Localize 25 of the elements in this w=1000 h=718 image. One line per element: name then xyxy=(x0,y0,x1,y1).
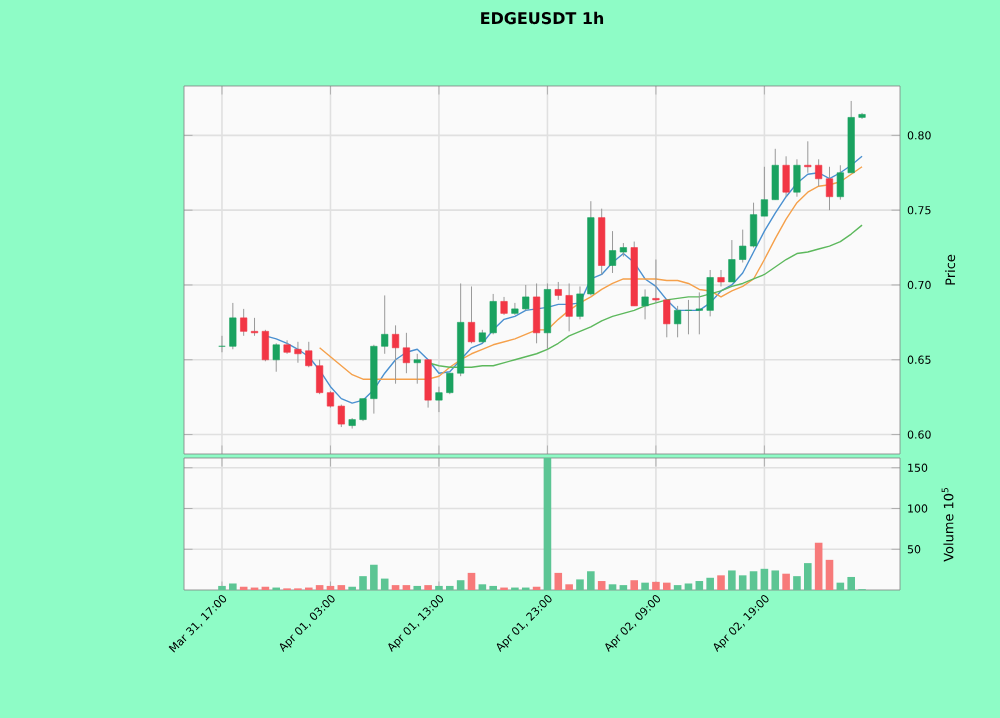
candlestick xyxy=(782,155,790,198)
bar xyxy=(467,572,476,590)
bar xyxy=(543,458,552,590)
bar xyxy=(597,581,606,590)
candlestick xyxy=(413,353,421,385)
candlestick xyxy=(392,324,400,385)
bar xyxy=(608,584,617,590)
candlestick xyxy=(424,359,432,409)
candlestick xyxy=(793,158,801,198)
bar xyxy=(684,583,693,590)
candlestick xyxy=(543,282,551,350)
candlestick xyxy=(533,282,541,344)
candlestick xyxy=(272,342,280,373)
bar xyxy=(782,573,790,590)
candlestick xyxy=(467,285,476,344)
candlestick xyxy=(402,332,410,374)
candlestick xyxy=(598,208,606,275)
candlestick xyxy=(641,288,649,320)
bar xyxy=(717,575,725,590)
bar xyxy=(825,559,834,590)
candlestick xyxy=(229,302,237,350)
bar xyxy=(630,580,639,590)
candlestick xyxy=(717,269,725,287)
bar xyxy=(641,582,649,590)
bar xyxy=(814,542,823,590)
